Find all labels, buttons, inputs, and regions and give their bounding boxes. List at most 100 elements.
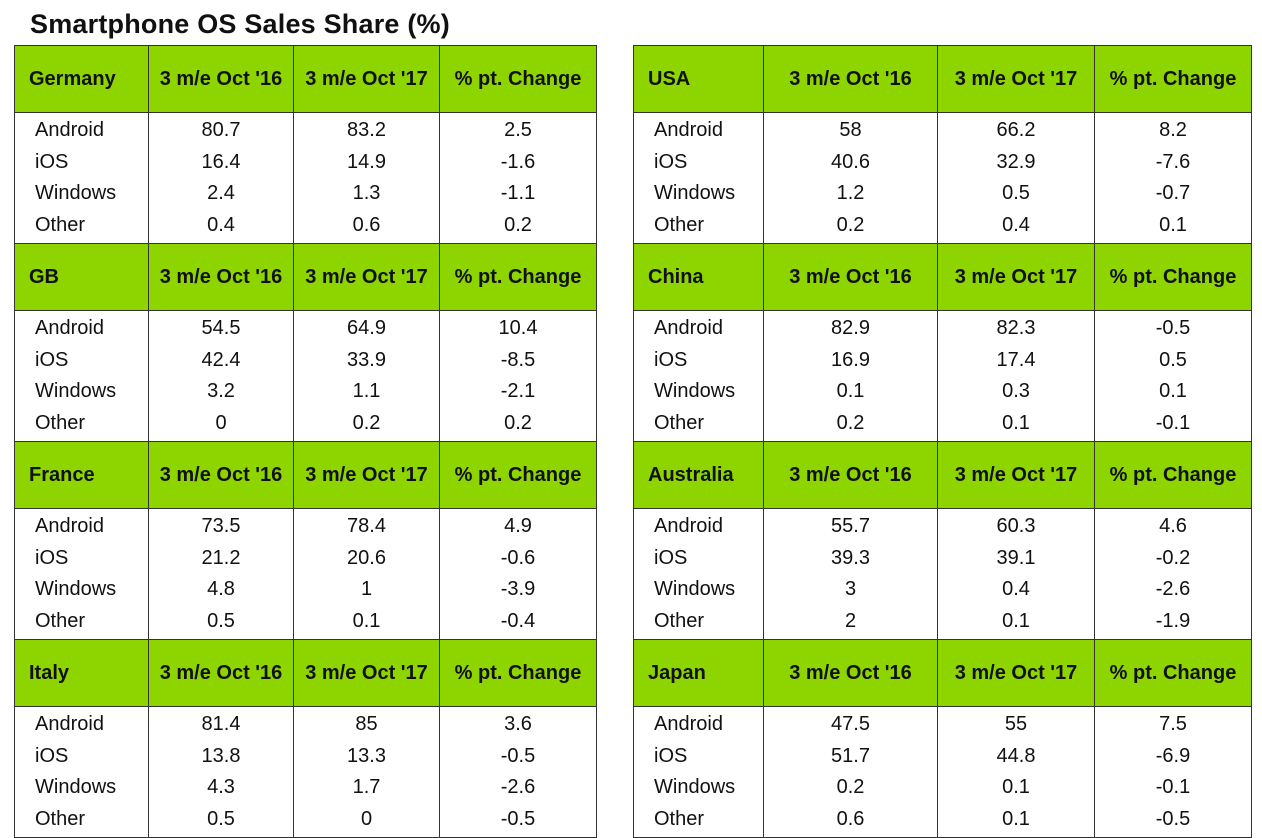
os-name: iOS bbox=[633, 344, 764, 376]
col-header-oct16: 3 m/e Oct '16 bbox=[763, 45, 938, 113]
table-row: Android 54.5 64.9 10.4 bbox=[14, 310, 597, 345]
table-row: iOS 13.8 13.3 -0.5 bbox=[14, 740, 597, 772]
os-name: iOS bbox=[633, 542, 764, 574]
country-label: GB bbox=[14, 243, 149, 311]
os-name: Windows bbox=[633, 178, 764, 210]
os-name: Android bbox=[14, 310, 149, 345]
value-oct17: 0.2 bbox=[293, 407, 440, 442]
value-oct17: 32.9 bbox=[937, 146, 1095, 178]
os-name: Android bbox=[633, 508, 764, 543]
os-name: iOS bbox=[633, 740, 764, 772]
table-row: iOS 21.2 20.6 -0.6 bbox=[14, 542, 597, 574]
col-header-oct16: 3 m/e Oct '16 bbox=[763, 639, 938, 707]
section-header-gb: GB 3 m/e Oct '16 3 m/e Oct '17% pt. Change bbox=[14, 243, 597, 311]
country-label: Germany bbox=[14, 45, 149, 113]
col-header-oct16: 3 m/e Oct '16 bbox=[148, 45, 294, 113]
country-label: USA bbox=[633, 45, 764, 113]
os-name: Other bbox=[14, 605, 149, 640]
value-oct17: 17.4 bbox=[937, 344, 1095, 376]
os-name: Android bbox=[14, 706, 149, 741]
value-oct17: 39.1 bbox=[937, 542, 1095, 574]
col-header-oct17: 3 m/e Oct '17 bbox=[937, 441, 1095, 509]
value-change: 8.2 bbox=[1094, 112, 1252, 147]
value-oct16: 73.5 bbox=[148, 508, 294, 543]
value-oct16: 16.9 bbox=[763, 344, 938, 376]
header-row: USA 3 m/e Oct '16 3 m/e Oct '17% pt. Chang… bbox=[633, 45, 1252, 113]
value-change: 0.1 bbox=[1094, 209, 1252, 244]
os-name: Android bbox=[633, 310, 764, 345]
os-name: Android bbox=[633, 706, 764, 741]
section-body-france: Android 73.5 78.4 4.9 iOS 21.2 20.6 -0.6 Windows… bbox=[14, 508, 597, 640]
value-change: -0.2 bbox=[1094, 542, 1252, 574]
value-change: 0.2 bbox=[439, 209, 597, 244]
os-name: Windows bbox=[633, 772, 764, 804]
col-header-change: % pt. Change bbox=[1094, 441, 1252, 509]
table-row: Other 0.5 0.1 -0.4 bbox=[14, 605, 597, 640]
header-row: China 3 m/e Oct '16 3 m/e Oct '17% pt. Cha… bbox=[633, 243, 1252, 311]
table-row: iOS 16.4 14.9 -1.6 bbox=[14, 146, 597, 178]
sales-share-table-right: USA 3 m/e Oct '16 3 m/e Oct '17% pt. Chang… bbox=[633, 45, 1252, 838]
value-oct16: 2.4 bbox=[148, 178, 294, 210]
table-row: Other 0.4 0.6 0.2 bbox=[14, 209, 597, 244]
table-row: Other 2 0.1 -1.9 bbox=[633, 605, 1252, 640]
table-row: Android 73.5 78.4 4.9 bbox=[14, 508, 597, 543]
header-row: Germany 3 m/e Oct '16 3 m/e Oct '17% pt. C… bbox=[14, 45, 597, 113]
value-change: 2.5 bbox=[439, 112, 597, 147]
table-row: Other 0.5 0 -0.5 bbox=[14, 803, 597, 838]
value-change: -0.5 bbox=[1094, 803, 1252, 838]
section-header-china: China 3 m/e Oct '16 3 m/e Oct '17% pt. Cha… bbox=[633, 243, 1252, 311]
os-name: Windows bbox=[14, 772, 149, 804]
table-row: Android 58 66.2 8.2 bbox=[633, 112, 1252, 147]
value-change: 7.5 bbox=[1094, 706, 1252, 741]
os-name: Android bbox=[14, 508, 149, 543]
value-oct17: 1.7 bbox=[293, 772, 440, 804]
value-oct16: 54.5 bbox=[148, 310, 294, 345]
table-row: iOS 51.7 44.8 -6.9 bbox=[633, 740, 1252, 772]
table-row: iOS 40.6 32.9 -7.6 bbox=[633, 146, 1252, 178]
page-title: Smartphone OS Sales Share (%) bbox=[30, 9, 450, 39]
col-header-oct16: 3 m/e Oct '16 bbox=[763, 243, 938, 311]
col-header-oct16: 3 m/e Oct '16 bbox=[148, 243, 294, 311]
value-change: -0.6 bbox=[439, 542, 597, 574]
value-change: 0.2 bbox=[439, 407, 597, 442]
os-name: Other bbox=[14, 803, 149, 838]
value-oct16: 16.4 bbox=[148, 146, 294, 178]
value-change: -0.5 bbox=[1094, 310, 1252, 345]
col-header-oct17: 3 m/e Oct '17 bbox=[937, 639, 1095, 707]
value-oct16: 55.7 bbox=[763, 508, 938, 543]
value-oct17: 0.3 bbox=[937, 376, 1095, 408]
section-body-usa: Android 58 66.2 8.2 iOS 40.6 32.9 -7.6 Windows 1.… bbox=[633, 112, 1252, 244]
value-change: 0.1 bbox=[1094, 376, 1252, 408]
col-header-oct17: 3 m/e Oct '17 bbox=[937, 45, 1095, 113]
value-oct17: 0.1 bbox=[937, 772, 1095, 804]
os-name: Windows bbox=[633, 376, 764, 408]
value-change: 0.5 bbox=[1094, 344, 1252, 376]
value-oct17: 55 bbox=[937, 706, 1095, 741]
table-row: Windows 4.8 1 -3.9 bbox=[14, 574, 597, 606]
value-oct16: 0.1 bbox=[763, 376, 938, 408]
col-header-change: % pt. Change bbox=[439, 243, 597, 311]
value-oct16: 0.4 bbox=[148, 209, 294, 244]
header-row: France 3 m/e Oct '16 3 m/e Oct '17% pt. Ch… bbox=[14, 441, 597, 509]
table-row: Android 82.9 82.3 -0.5 bbox=[633, 310, 1252, 345]
value-change: -3.9 bbox=[439, 574, 597, 606]
value-oct17: 82.3 bbox=[937, 310, 1095, 345]
value-change: 10.4 bbox=[439, 310, 597, 345]
os-name: Windows bbox=[14, 178, 149, 210]
section-header-germany: Germany 3 m/e Oct '16 3 m/e Oct '17% pt. C… bbox=[14, 45, 597, 113]
os-name: iOS bbox=[633, 146, 764, 178]
os-name: Android bbox=[14, 112, 149, 147]
header-row: Japan 3 m/e Oct '16 3 m/e Oct '17% pt. Cha… bbox=[633, 639, 1252, 707]
col-header-change: % pt. Change bbox=[1094, 639, 1252, 707]
table-row: Windows 4.3 1.7 -2.6 bbox=[14, 772, 597, 804]
value-oct16: 42.4 bbox=[148, 344, 294, 376]
os-name: iOS bbox=[14, 740, 149, 772]
value-oct16: 40.6 bbox=[763, 146, 938, 178]
table-row: Other 0 0.2 0.2 bbox=[14, 407, 597, 442]
value-change: -2.6 bbox=[439, 772, 597, 804]
value-oct16: 21.2 bbox=[148, 542, 294, 574]
value-oct16: 13.8 bbox=[148, 740, 294, 772]
value-change: -2.1 bbox=[439, 376, 597, 408]
section-header-italy: Italy 3 m/e Oct '16 3 m/e Oct '17% pt. Cha… bbox=[14, 639, 597, 707]
table-row: iOS 39.3 39.1 -0.2 bbox=[633, 542, 1252, 574]
